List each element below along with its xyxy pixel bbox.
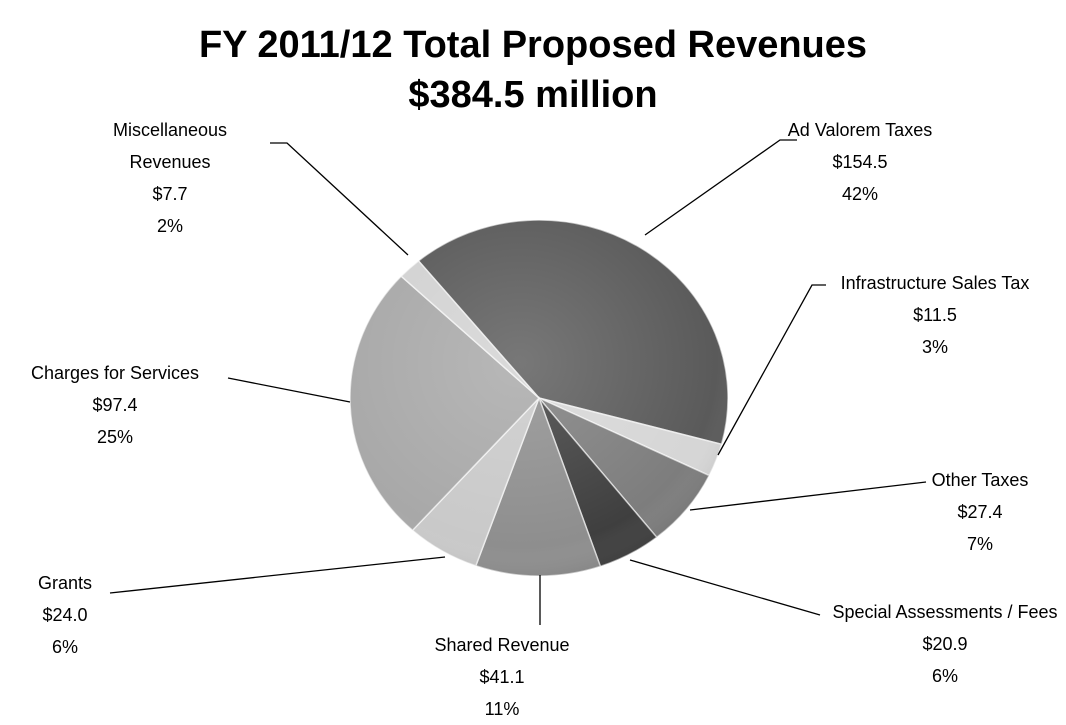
category-label: Other Taxes: [931, 470, 1029, 490]
value-label: $20.9: [922, 634, 968, 654]
category-label: Ad Valorem Taxes: [787, 120, 933, 140]
category-label: Grants: [37, 573, 93, 593]
leader-line: [109, 556, 446, 594]
value-label: $7.7: [152, 184, 188, 204]
category-label: Charges for Services: [30, 363, 200, 383]
percent-label: 11%: [484, 699, 520, 719]
percent-label: 7%: [966, 534, 993, 554]
category-label: Shared Revenue: [434, 635, 570, 655]
data-label: Shared Revenue $41.1 11%: [392, 629, 612, 725]
percent-label: 25%: [96, 427, 134, 447]
percent-label: 6%: [51, 637, 78, 657]
leader-line: [629, 559, 821, 616]
percent-label: 6%: [931, 666, 958, 686]
leader-line: [689, 481, 927, 511]
data-label: Special Assessments / Fees $20.9 6%: [820, 596, 1066, 692]
leader-line: [644, 139, 797, 236]
leader-line: [270, 142, 409, 256]
data-label: Charges for Services $97.4 25%: [0, 357, 230, 453]
chart-subtitle: $384.5 million: [408, 74, 658, 116]
data-label: Ad Valorem Taxes $154.5 42%: [755, 114, 965, 210]
leader-line: [717, 284, 826, 456]
value-label: $24.0: [42, 605, 88, 625]
chart-title: FY 2011/12 Total Proposed Revenues: [198, 24, 868, 66]
data-label: Infrastructure Sales Tax $11.5 3%: [815, 267, 1055, 363]
leader-line: [227, 377, 351, 403]
value-label: $27.4: [957, 502, 1003, 522]
data-label: Other Taxes $27.4 7%: [880, 464, 1066, 560]
percent-label: 3%: [921, 337, 948, 357]
value-label: $97.4: [92, 395, 138, 415]
value-label: $11.5: [913, 305, 957, 325]
category-label: Miscellaneous Revenues: [112, 120, 228, 172]
value-label: $41.1: [479, 667, 525, 687]
data-label: Grants $24.0 6%: [10, 567, 120, 663]
category-label: Infrastructure Sales Tax: [840, 273, 1030, 293]
category-label: Special Assessments / Fees: [832, 602, 1058, 622]
data-label: Miscellaneous Revenues $7.7 2%: [95, 114, 245, 242]
percent-label: 42%: [841, 184, 879, 204]
value-label: $154.5: [832, 152, 888, 172]
percent-label: 2%: [156, 216, 183, 236]
